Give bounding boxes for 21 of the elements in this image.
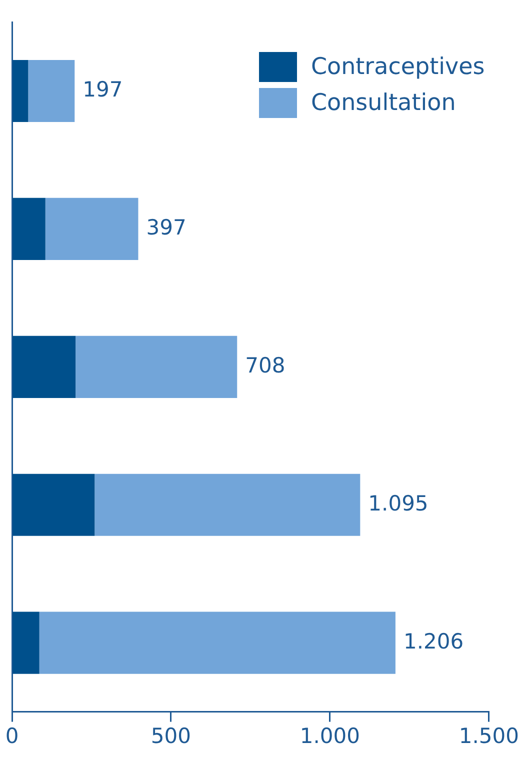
bar (28, 60, 75, 122)
x-tick-label: 0 (5, 724, 19, 748)
bar (12, 612, 40, 674)
bar (12, 60, 28, 122)
bar (45, 198, 138, 260)
x-tick-label: 500 (150, 724, 192, 748)
legend-label: Contraceptives (310, 54, 485, 80)
bar (39, 612, 396, 674)
bar (12, 336, 76, 398)
x-tick-label: 1.000 (300, 724, 360, 748)
total-label: 708 (245, 353, 286, 378)
bar (12, 198, 46, 260)
total-label: 197 (82, 77, 123, 102)
bar (94, 474, 360, 536)
legend-label: Consultation (310, 90, 456, 116)
total-label: 397 (146, 215, 186, 240)
bar (12, 474, 95, 536)
bar (76, 336, 238, 398)
total-label: 1.206 (403, 629, 464, 654)
total-label: 1.095 (368, 491, 428, 516)
x-tick-label: 1.500 (458, 724, 520, 748)
